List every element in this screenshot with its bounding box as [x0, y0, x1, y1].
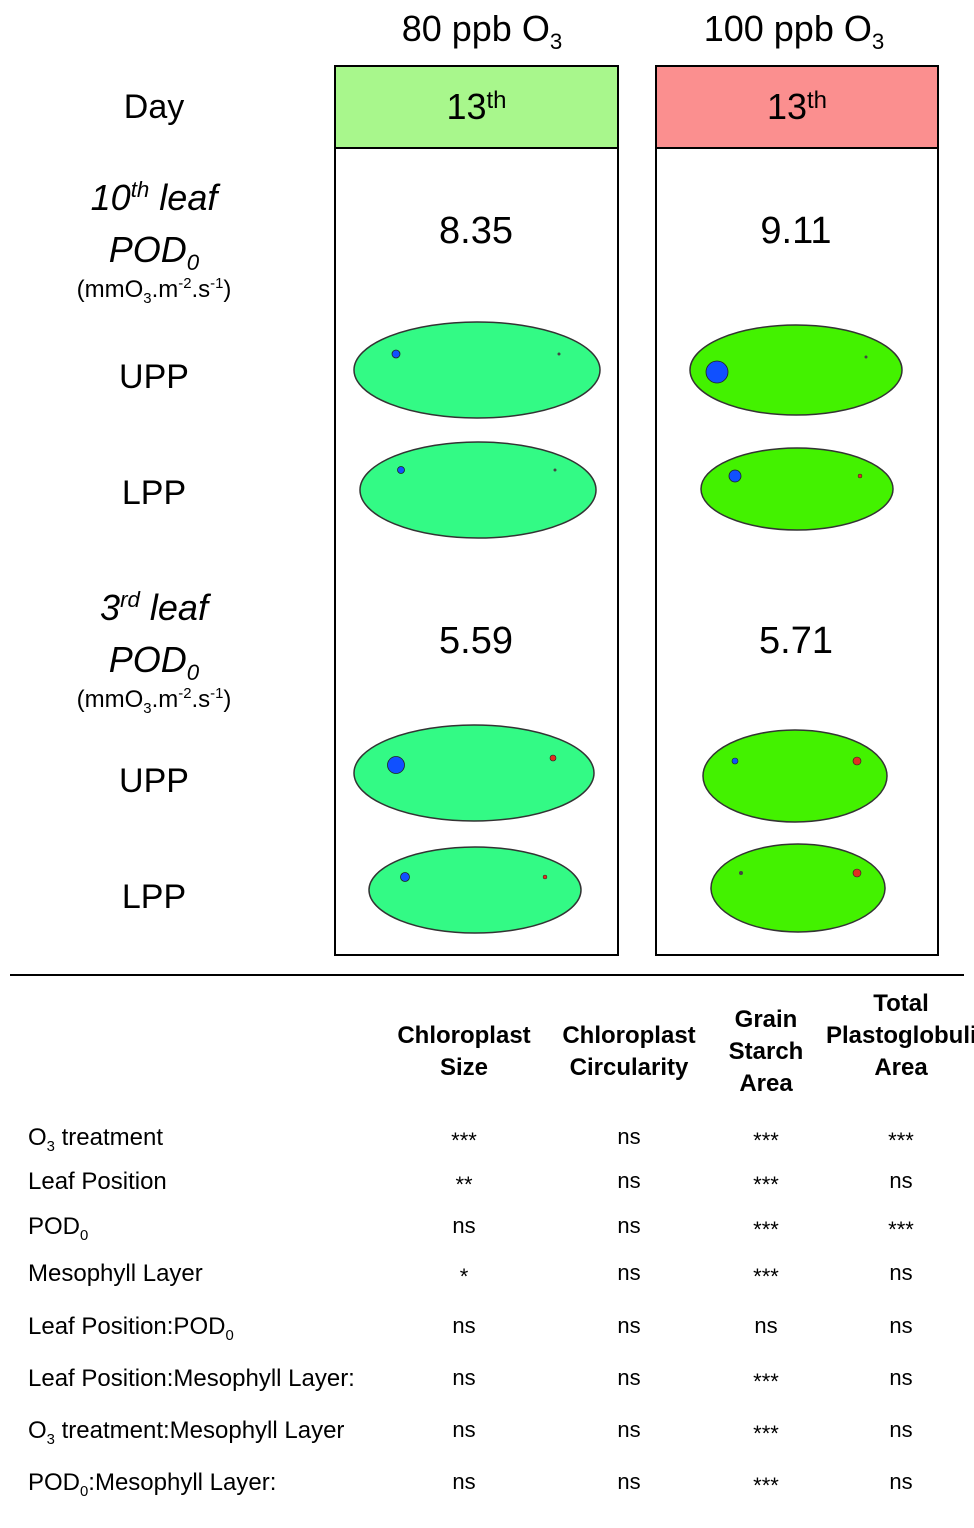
table-cell: ns	[617, 1260, 641, 1285]
table-cell: ns	[889, 1417, 913, 1442]
table-cell: ns	[617, 1469, 641, 1494]
table-header-grain-starch-area: Grain Starch Area	[728, 1006, 804, 1097]
column-title-100ppb: 100 ppb O3	[703, 8, 885, 55]
section-divider	[10, 974, 964, 976]
table-cell: ns	[617, 1313, 641, 1338]
table-cell: ***	[753, 1473, 779, 1498]
table-cell: ns	[452, 1313, 476, 1338]
table-cell: ns	[617, 1124, 641, 1149]
table-header-chloroplast-size: Chloroplast Size	[397, 1022, 531, 1081]
pod-value-leaf3-80ppb: 5.59	[439, 620, 513, 662]
chloroplast-80-leaf3-lpp	[368, 846, 582, 934]
table-cell: ns	[452, 1417, 476, 1442]
row-label-lpp-leaf3: LPP	[121, 878, 187, 916]
chloroplast-100-leaf10-upp	[689, 324, 903, 416]
table-cell: ns	[452, 1365, 476, 1390]
row-label-upp-leaf10: UPP	[119, 358, 189, 396]
table-cell: ***	[753, 1369, 779, 1394]
table-cell: ns	[889, 1168, 913, 1193]
row-label-upp-leaf3: UPP	[119, 762, 189, 800]
table-cell: *	[459, 1264, 469, 1289]
table-row-label: Leaf Position:Mesophyll Layer:	[28, 1365, 355, 1392]
chloroplast-80-leaf10-upp	[353, 321, 601, 419]
row-label-day: Day	[123, 88, 185, 126]
table-row-label: O3 treatment:Mesophyll Layer	[28, 1417, 345, 1448]
chloroplast-100-leaf3-upp	[702, 729, 888, 823]
column-title-80ppb: 80 ppb O3	[401, 8, 563, 55]
table-cell: ns	[617, 1168, 641, 1193]
table-cell: ns	[617, 1213, 641, 1238]
chloroplast-80-leaf10-lpp	[359, 441, 597, 539]
table-cell: ns	[452, 1213, 476, 1238]
chloroplast-80-leaf3-upp	[353, 724, 595, 822]
table-cell: ***	[753, 1172, 779, 1197]
table-cell: ns	[617, 1417, 641, 1442]
pod-value-leaf10-100ppb: 9.11	[760, 210, 832, 252]
table-row-label: Leaf Position	[28, 1168, 167, 1195]
table-cell: ns	[889, 1365, 913, 1390]
table-cell: ns	[889, 1260, 913, 1285]
table-header-chloroplast-circularity: Chloroplast Circularity	[562, 1022, 696, 1081]
pod-value-leaf3-100ppb: 5.71	[759, 620, 833, 662]
row-label-leaf10: 10th leaf POD0 (mmO3.m-2.s-1)	[76, 177, 232, 307]
table-cell: ns	[617, 1365, 641, 1390]
table-row-label: O3 treatment	[28, 1124, 163, 1155]
table-cell: ns	[452, 1469, 476, 1494]
table-cell: ns	[754, 1313, 778, 1338]
table-cell: ***	[753, 1421, 779, 1446]
table-cell: **	[455, 1172, 473, 1197]
table-cell: ***	[753, 1128, 779, 1153]
table-header-total-plastoglobuli-area: Total Plastoglobuli Area	[826, 990, 974, 1081]
table-cell: ***	[451, 1128, 477, 1153]
table-row-label: Mesophyll Layer	[28, 1260, 203, 1287]
table-cell: ***	[888, 1128, 914, 1153]
table-row-label: Leaf Position:POD0	[28, 1313, 234, 1344]
table-cell: ***	[753, 1264, 779, 1289]
table-cell: ns	[889, 1469, 913, 1494]
chloroplast-100-leaf10-lpp	[700, 447, 894, 531]
table-row-label: POD0:Mesophyll Layer:	[28, 1469, 277, 1500]
row-label-leaf3: 3rd leaf POD0 (mmO3.m-2.s-1)	[76, 587, 232, 717]
chloroplast-100-leaf3-lpp	[710, 843, 886, 933]
table-cell: ns	[889, 1313, 913, 1338]
table-cell: ***	[753, 1217, 779, 1242]
row-label-lpp-leaf10: LPP	[121, 474, 187, 512]
table-row-label: POD0	[28, 1213, 89, 1244]
table-cell: ***	[888, 1217, 914, 1242]
pod-value-leaf10-80ppb: 8.35	[439, 210, 513, 252]
